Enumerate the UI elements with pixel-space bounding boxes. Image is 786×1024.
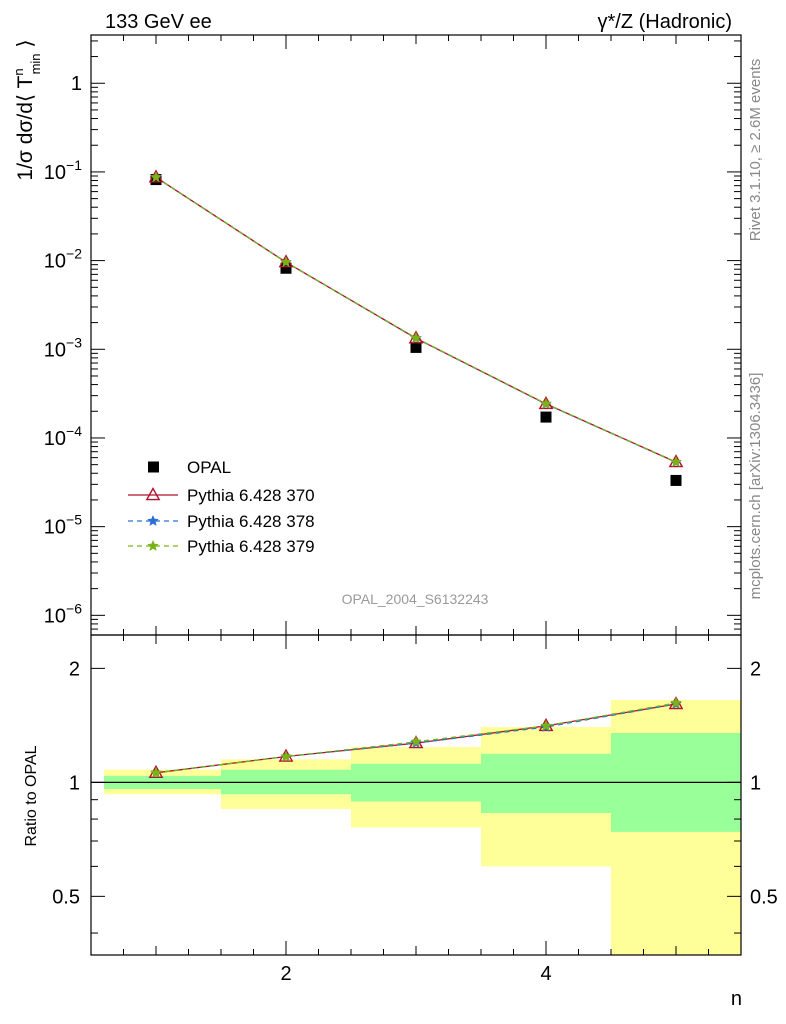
ratio-axes: 0.5 0.5 1 1 2 2 2 4 — [52, 634, 778, 985]
energy-label: 133 GeV ee — [105, 11, 212, 33]
y-tick-label: 10−5 — [44, 512, 82, 539]
pythia-379-point — [670, 455, 682, 467]
opal-data-point — [670, 474, 682, 486]
main-axes: 110−110−210−310−410−510−6 — [44, 34, 742, 636]
legend-star-marker — [147, 539, 159, 551]
ratio-y-tick-label-left: 1 — [69, 772, 80, 794]
x-tick-label: 2 — [280, 963, 291, 985]
inner-uncertainty-band — [481, 753, 611, 814]
ratio-pythia-379-point — [280, 750, 292, 762]
y-tick-label: 10−4 — [44, 423, 82, 450]
process-label: γ*/Z (Hadronic) — [598, 11, 732, 33]
y-tick-label: 10−1 — [44, 157, 82, 184]
y-tick-label: 10−3 — [44, 334, 82, 361]
ratio-pythia-379-point — [540, 719, 552, 731]
y-tick-label-exponent: −2 — [66, 246, 82, 262]
legend-label: Pythia 6.428 370 — [187, 486, 315, 505]
legend-star-marker — [147, 514, 159, 526]
mcplots-label: mcplots.cern.ch [arXiv:1306.3436] — [747, 373, 764, 600]
pythia-379-point — [280, 256, 292, 268]
ratio-y-tick-label-right: 2 — [750, 658, 761, 680]
ratio-y-tick-label-right: 0.5 — [750, 886, 778, 908]
y-axis-label-post: ⟩ — [14, 39, 37, 53]
y-tick-label: 10−6 — [44, 600, 82, 627]
series-line-2 — [155, 176, 677, 463]
ratio-y-axis-label: Ratio to OPAL — [23, 745, 40, 846]
y-tick-label: 1 — [71, 73, 82, 95]
series-line-1 — [155, 176, 677, 463]
pythia-379-point — [150, 171, 162, 183]
main-series-group — [148, 169, 684, 486]
legend-opal-marker — [148, 461, 159, 473]
y-tick-label-exponent: −3 — [66, 334, 82, 350]
series-line-3 — [155, 176, 677, 463]
y-tick-label-exponent: −5 — [66, 512, 82, 528]
y-tick-label-base: 10 — [44, 605, 66, 627]
rivet-version-label: Rivet 3.1.10, ≥ 2.6M events — [747, 59, 764, 242]
pythia-379-point — [410, 331, 422, 343]
y-axis-label-sup: n — [11, 68, 26, 75]
y-tick-label-base: 10 — [44, 517, 66, 539]
opal-data-point — [540, 411, 552, 423]
legend-label: Pythia 6.428 378 — [187, 512, 315, 531]
ratio-series-group — [148, 696, 684, 779]
y-tick-label-base: 10 — [44, 251, 66, 273]
ratio-uncertainty-bands — [104, 700, 741, 955]
legend-label: OPAL — [187, 458, 231, 477]
y-tick-label-exponent: −1 — [66, 157, 82, 173]
y-axis-label-main: 1/σ dσ/d⟨ T — [14, 75, 37, 180]
legend: OPAL Pythia 6.428 370 Pythia 6.428 378 Pyth… — [128, 458, 315, 556]
y-tick-label: 10−2 — [44, 246, 82, 273]
y-axis-label: 1/σ dσ/d⟨ Tn min ⟩ — [11, 39, 43, 180]
ratio-pythia-379-point — [670, 696, 682, 709]
legend-triangle-marker — [145, 487, 161, 501]
ratio-y-tick-label-left: 2 — [69, 658, 80, 680]
x-axis-label: n — [731, 988, 742, 1010]
legend-label: Pythia 6.428 379 — [187, 537, 315, 556]
y-tick-label-base: 10 — [44, 428, 66, 450]
y-tick-label-exponent: −6 — [66, 600, 82, 616]
analysis-id-label: OPAL_2004_S6132243 — [342, 591, 489, 607]
y-tick-label-base: 10 — [44, 162, 66, 184]
y-tick-label-base: 1 — [71, 73, 82, 95]
opal-data-point — [280, 262, 292, 274]
opal-data-point — [410, 341, 422, 353]
y-tick-label-exponent: −4 — [66, 423, 82, 439]
ratio-y-tick-label-left: 0.5 — [52, 886, 80, 908]
x-tick-label: 4 — [540, 963, 551, 985]
ratio-pythia-379-point — [410, 735, 422, 747]
y-tick-label-base: 10 — [44, 339, 66, 361]
ratio-y-tick-label-right: 1 — [750, 772, 761, 794]
ratio-pythia-379-point — [150, 766, 162, 778]
pythia-379-point — [540, 397, 552, 409]
y-axis-label-sub: min — [28, 53, 43, 74]
